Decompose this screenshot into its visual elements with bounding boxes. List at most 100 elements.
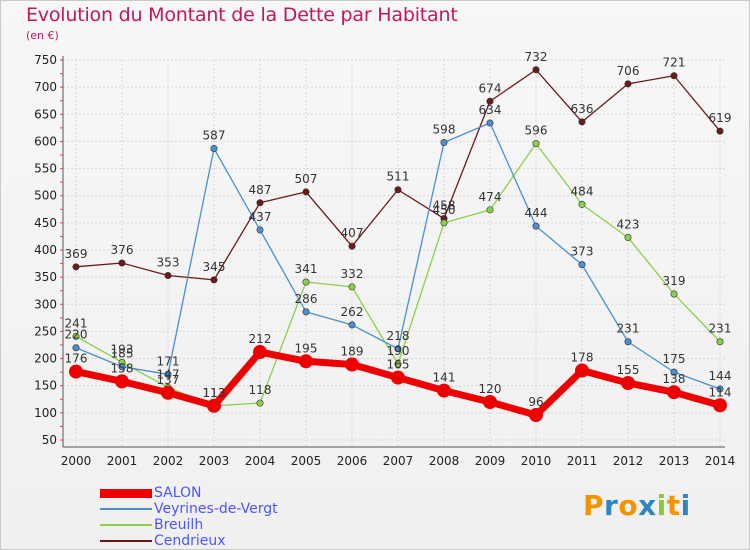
data-point [302, 188, 310, 196]
data-label: 220 [65, 328, 88, 342]
data-label: 674 [479, 81, 502, 95]
data-point [575, 363, 589, 378]
data-point [164, 272, 172, 280]
data-label: 176 [65, 352, 88, 366]
data-label: 369 [65, 247, 88, 261]
data-label: 319 [663, 274, 686, 288]
data-point [299, 354, 313, 369]
data-point [670, 72, 678, 80]
data-point [486, 97, 494, 105]
data-point [529, 408, 543, 423]
data-label: 706 [617, 64, 640, 78]
data-point [437, 383, 451, 398]
data-point [118, 259, 126, 267]
data-point [486, 119, 494, 127]
data-point [348, 283, 356, 291]
y-tick-label: 150 [34, 379, 57, 393]
data-point [578, 200, 586, 208]
data-point [440, 139, 448, 147]
legend-swatch [100, 508, 152, 510]
data-point [256, 199, 264, 207]
data-label: 212 [249, 332, 272, 346]
x-tick-label: 2014 [705, 454, 736, 468]
data-point [253, 345, 267, 360]
x-tick-label: 2000 [61, 454, 92, 468]
legend-item: Veyrines-de-Vergt [100, 501, 278, 517]
data-label: 332 [341, 267, 364, 281]
data-point [621, 376, 635, 390]
legend-item: Cendrieux [100, 533, 278, 549]
legend-swatch [100, 524, 152, 526]
x-tick-label: 2001 [107, 454, 138, 468]
logo-letter: P [583, 489, 605, 522]
y-tick-label: 550 [34, 162, 57, 176]
legend-swatch [100, 540, 152, 542]
data-label: 507 [295, 172, 318, 186]
data-label: 231 [709, 322, 732, 336]
y-unit-label: (en €) [26, 29, 59, 42]
data-label: 423 [617, 218, 640, 232]
data-label: 178 [571, 351, 594, 365]
data-point [440, 219, 448, 227]
data-label: 138 [663, 372, 686, 386]
data-label: 155 [617, 363, 640, 377]
data-label: 190 [387, 344, 410, 358]
data-point [210, 144, 218, 152]
logo-letter: i [680, 489, 691, 522]
x-tick-label: 2007 [383, 454, 414, 468]
data-label: 189 [341, 345, 364, 359]
data-point [115, 374, 129, 389]
data-label: 474 [479, 190, 502, 204]
data-point [532, 222, 540, 230]
data-point [118, 363, 126, 371]
y-tick-label: 350 [34, 270, 57, 284]
data-label: 376 [111, 243, 134, 257]
data-label: 437 [249, 210, 272, 224]
data-label: 598 [433, 123, 456, 137]
legend: SALON Veyrines-de-Vergt Breuilh Cendrieux [100, 485, 278, 549]
data-point [394, 360, 402, 368]
proxiti-logo: Proxiti [583, 489, 691, 522]
data-point [348, 321, 356, 329]
y-tick-label: 400 [34, 243, 57, 257]
data-label: 619 [709, 111, 732, 125]
data-point [391, 370, 405, 385]
data-point [72, 344, 80, 352]
y-tick-label: 600 [34, 134, 57, 148]
y-tick-label: 500 [34, 189, 57, 203]
data-point [207, 398, 221, 413]
data-label: 193 [111, 342, 134, 356]
y-tick-label: 450 [34, 216, 57, 230]
data-label: 165 [387, 358, 410, 372]
data-label: 120 [479, 382, 502, 396]
data-point [483, 395, 497, 409]
y-tick-label: 750 [34, 53, 57, 67]
data-label: 231 [617, 322, 640, 336]
x-tick-label: 2002 [153, 454, 184, 468]
data-point [256, 226, 264, 234]
data-label: 458 [433, 199, 456, 213]
x-tick-label: 2004 [245, 454, 276, 468]
data-point [161, 385, 175, 400]
data-point [348, 242, 356, 250]
data-label: 185 [111, 347, 134, 361]
y-tick-label: 100 [34, 406, 57, 420]
data-label: 587 [203, 128, 226, 142]
data-labels: 176 158 137 113 212 195 189 165 141 120 96 178 155 13… [65, 50, 732, 409]
data-label: 175 [663, 352, 686, 366]
data-point [667, 385, 681, 400]
data-point [394, 186, 402, 194]
legend-item: Breuilh [100, 517, 278, 533]
data-point [670, 290, 678, 298]
x-tick-label: 2005 [291, 454, 322, 468]
data-point [72, 332, 80, 340]
data-point [394, 345, 402, 353]
data-label: 636 [571, 102, 594, 116]
y-tick-label: 250 [34, 324, 57, 338]
data-label: 634 [479, 103, 502, 117]
legend-label: Veyrines-de-Vergt [154, 501, 278, 517]
data-point [670, 368, 678, 376]
logo-letter: r [604, 489, 619, 522]
data-label: 171 [157, 354, 180, 368]
